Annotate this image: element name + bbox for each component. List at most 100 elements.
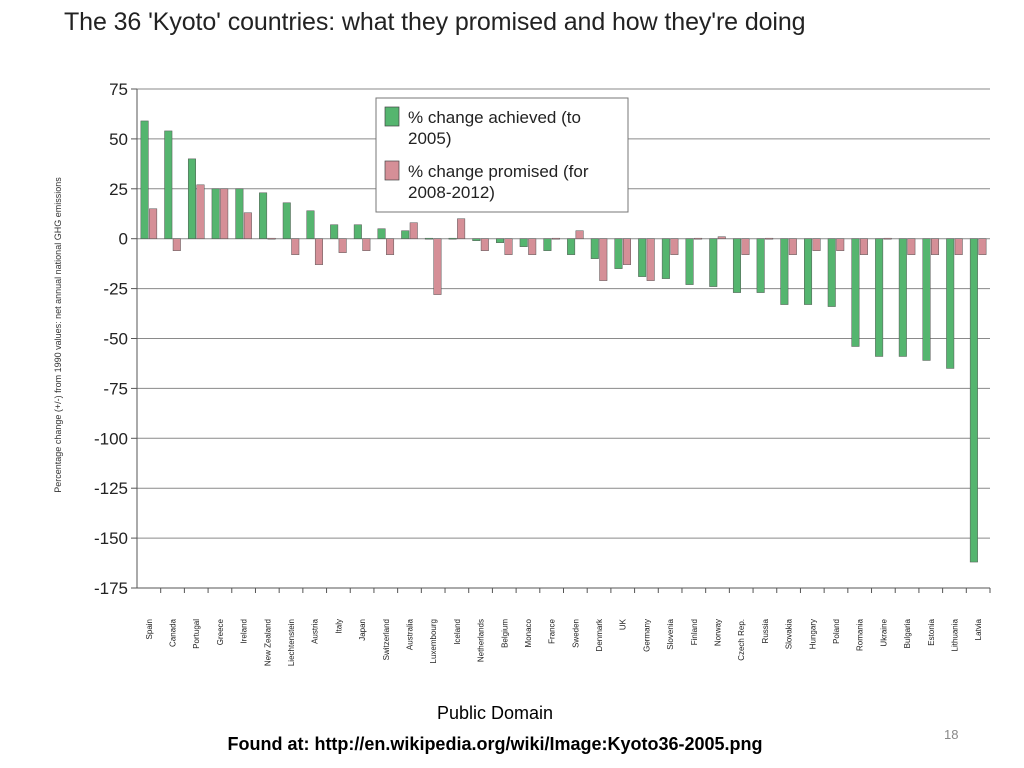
- chart-title: The 36 'Kyoto' countries: what they prom…: [64, 8, 806, 36]
- bar-promised: [291, 238, 300, 255]
- bar-achieved: [543, 238, 552, 251]
- bar-promised: [386, 238, 395, 255]
- bar-promised: [149, 208, 158, 239]
- bar-achieved: [567, 238, 576, 255]
- bar-promised: [670, 238, 679, 255]
- legend: % change achieved (to 2005) % change promi…: [375, 97, 629, 213]
- credit-text: Public Domain: [436, 703, 554, 723]
- x-tick-label: Czech Rep.: [737, 619, 746, 661]
- y-axis-label: Percentage change (+/-) from 1990 values…: [53, 177, 63, 493]
- bar-promised: [765, 237, 774, 240]
- legend-label: % change achieved (to: [408, 108, 581, 127]
- x-tick-label: Germany: [642, 619, 651, 652]
- bar-achieved: [353, 224, 362, 239]
- bar-promised: [978, 238, 987, 255]
- x-tick-label: Canada: [169, 618, 178, 647]
- y-tick-label: 75: [109, 80, 128, 99]
- bar-promised: [480, 238, 489, 251]
- bar-promised: [931, 238, 940, 255]
- bar-achieved: [946, 238, 955, 369]
- bar-achieved: [732, 238, 741, 293]
- bar-promised: [741, 238, 750, 255]
- bar-achieved: [875, 238, 884, 357]
- bar-promised: [954, 238, 963, 255]
- bar-promised: [457, 218, 466, 239]
- kyoto-bar-chart: 75 50 25 0 -25 -50 -75 -100 -125 -150 -175 Spain Ca…: [53, 80, 991, 666]
- legend-swatch-achieved: [384, 106, 400, 127]
- bar-achieved: [259, 192, 268, 239]
- x-tick-label: Netherlands: [477, 619, 486, 662]
- bar-promised: [694, 237, 703, 240]
- bar-achieved: [472, 238, 481, 241]
- bar-achieved: [211, 188, 220, 239]
- x-tick-label: Greece: [216, 618, 225, 645]
- y-tick-label: 50: [109, 130, 128, 149]
- bar-promised: [504, 238, 513, 255]
- x-tick-label: Latvia: [974, 618, 983, 640]
- bars: [140, 120, 987, 563]
- bar-achieved: [756, 238, 765, 293]
- bar-achieved: [804, 238, 813, 305]
- x-tick-label: Italy: [334, 619, 343, 634]
- bar-promised: [314, 238, 323, 265]
- x-tick-label: Ireland: [240, 619, 249, 643]
- x-tick-label: New Zealand: [263, 619, 272, 666]
- bar-achieved: [614, 238, 623, 269]
- bar-promised: [788, 238, 797, 255]
- x-tick-label: Slovenia: [666, 618, 675, 649]
- x-tick-label: Denmark: [595, 618, 604, 651]
- x-tick-label: Slovakia: [785, 618, 794, 649]
- legend-box: [375, 97, 629, 213]
- bar-promised: [599, 238, 608, 281]
- bar-achieved: [922, 238, 931, 361]
- x-tick-label: Poland: [832, 619, 841, 644]
- x-tick-label: Romania: [856, 618, 865, 651]
- bar-achieved: [709, 238, 718, 287]
- y-tick-label: 0: [119, 230, 128, 249]
- y-tick-label: -25: [103, 280, 128, 299]
- legend-label: % change promised (for: [408, 162, 589, 181]
- x-tick-label: Estonia: [927, 618, 936, 645]
- legend-label: 2008-2012): [408, 183, 495, 202]
- y-tick-label: -150: [94, 529, 128, 548]
- bar-achieved: [448, 237, 457, 240]
- x-tick-label: Sweden: [571, 619, 580, 648]
- bar-achieved: [969, 238, 978, 563]
- x-tick-label: Russia: [761, 618, 770, 643]
- y-tick-label: -100: [94, 429, 128, 448]
- y-tick-label: -125: [94, 479, 128, 498]
- bar-achieved: [685, 238, 694, 285]
- bar-achieved: [401, 230, 410, 239]
- y-tick-label: 25: [109, 180, 128, 199]
- y-tick-label: -50: [103, 330, 128, 349]
- bar-promised: [243, 212, 252, 239]
- x-tick-label: Hungary: [808, 619, 817, 649]
- bar-achieved: [780, 238, 789, 305]
- bar-promised: [907, 238, 916, 255]
- bar-achieved: [377, 228, 386, 239]
- x-tick-label: Austria: [311, 618, 320, 643]
- x-tick-label: Iceland: [453, 619, 462, 645]
- x-tick-label: Luxembourg: [429, 619, 438, 663]
- bar-achieved: [330, 224, 339, 239]
- bar-achieved: [164, 130, 173, 239]
- x-tick-label: Portugal: [192, 619, 201, 649]
- x-tick-labels: Spain Canada Portugal Greece Ireland New Zeal…: [145, 618, 983, 666]
- x-tick-label: Norway: [714, 619, 723, 646]
- bar-promised: [717, 236, 726, 239]
- bar-promised: [812, 238, 821, 251]
- bar-achieved: [424, 237, 433, 240]
- legend-label: 2005): [408, 129, 451, 148]
- bar-promised: [220, 188, 229, 239]
- source-link[interactable]: Found at: http://en.wikipedia.org/wiki/I…: [227, 734, 763, 754]
- page-number: 18: [944, 727, 959, 742]
- bar-achieved: [306, 210, 315, 239]
- bar-promised: [883, 237, 892, 240]
- x-tick-label: Finland: [690, 619, 699, 645]
- bar-promised: [622, 238, 631, 265]
- bar-promised: [338, 238, 347, 253]
- y-tick-label: -75: [103, 379, 128, 398]
- bar-promised: [267, 237, 276, 240]
- bar-achieved: [496, 238, 505, 243]
- axes: [136, 89, 991, 593]
